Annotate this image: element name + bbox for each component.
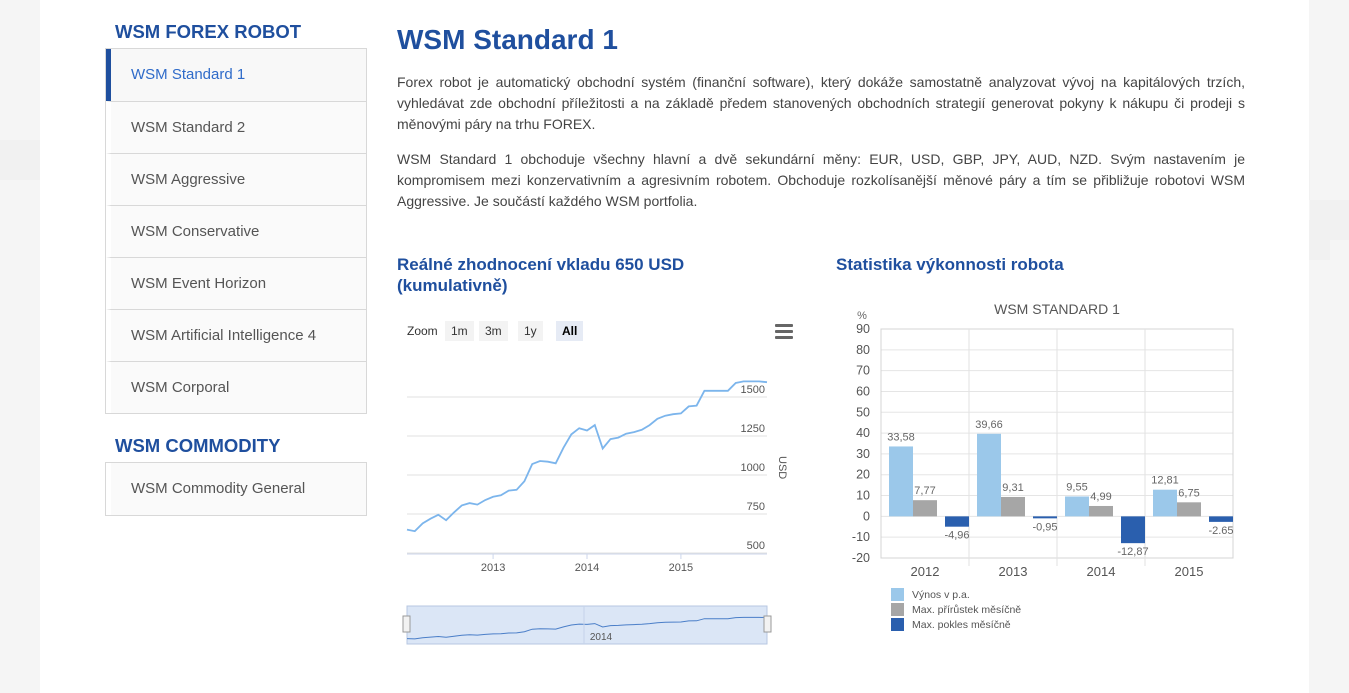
x-tick-label: 2013: [481, 562, 505, 574]
bar-data-label: 9,31: [1002, 482, 1023, 494]
legend-swatch: [891, 603, 904, 616]
y-tick-label: 1000: [741, 462, 765, 474]
main-content: WSM Standard 1 Forex robot je automatick…: [397, 20, 1247, 212]
y-tick-label: 90: [856, 322, 870, 336]
legend-swatch: [891, 618, 904, 631]
cumulative-line-chart: 500 750 1000 1250 1500 USD 2013 2014 2015 2014: [402, 380, 788, 645]
y-tick-label: 500: [747, 540, 765, 552]
x-tick-label: 2013: [999, 564, 1028, 579]
deposit-growth-heading: Reálné zhodnocení vkladu 650 USD (kumula…: [397, 255, 685, 295]
x-tick-label: 2014: [575, 562, 599, 574]
y-axis-unit: %: [857, 310, 867, 322]
stock-chart: Zoom 1m 3m 1y All 500 750 1000 1250 1500 USD 2…: [397, 318, 810, 653]
sidebar-item-wsm-standard-2[interactable]: WSM Standard 2: [106, 101, 366, 153]
bar-data-label: -4,96: [944, 530, 969, 542]
y-tick-label: 50: [856, 405, 870, 419]
bar: [1089, 505, 1113, 517]
sidebar-item-wsm-artificial-intelligence-4[interactable]: WSM Artificial Intelligence 4: [106, 309, 366, 361]
bar: [913, 500, 937, 517]
sidebar-item-wsm-commodity-general[interactable]: WSM Commodity General: [106, 463, 366, 515]
hamburger-icon[interactable]: [775, 324, 793, 340]
y-axis-label: USD: [776, 456, 788, 479]
x-tick-label: 2012: [911, 564, 940, 579]
bar: [1177, 502, 1201, 517]
bar-data-label: -12,87: [1117, 546, 1148, 558]
bar: [945, 516, 969, 527]
x-tick-label: 2015: [1175, 564, 1204, 579]
zoom-1y-button[interactable]: 1y: [518, 321, 543, 341]
bar-data-label: -2.65: [1208, 525, 1233, 537]
bar: [1065, 496, 1089, 517]
bar: [1033, 516, 1057, 519]
bar-data-label: 39,66: [975, 419, 1003, 431]
navigator-series: [406, 616, 768, 640]
description-paragraph-1: Forex robot je automatický obchodní syst…: [397, 74, 1245, 132]
y-tick-label: 1500: [741, 384, 765, 396]
sidebar-item-wsm-standard-1[interactable]: WSM Standard 1: [106, 49, 366, 101]
sidebar-item-wsm-conservative[interactable]: WSM Conservative: [106, 205, 366, 257]
equity-line: [406, 380, 768, 533]
y-tick-label: 750: [747, 501, 765, 513]
chart-title: WSM STANDARD 1: [994, 301, 1120, 317]
performance-bar-chart: WSM STANDARD 1% -20 -10 0 10 20 30 40 50 60 70 80 90…: [836, 295, 1249, 655]
y-tick-label: 0: [863, 509, 870, 523]
bar: [889, 446, 913, 517]
navigator-handle-right: [763, 615, 772, 633]
bar-data-label: 9,55: [1066, 481, 1087, 493]
bar: [1001, 496, 1025, 517]
y-tick-label: 20: [856, 468, 870, 482]
x-tick-label: 2014: [1087, 564, 1116, 579]
sidebar-heading-commodity: WSM COMMODITY: [115, 435, 281, 456]
bar-data-label: 33,58: [887, 431, 915, 443]
y-tick-label: -20: [852, 551, 870, 565]
y-tick-label: 1250: [741, 423, 765, 435]
sidebar: WSM FOREX ROBOT WSM Standard 1 WSM Stand…: [105, 20, 367, 516]
y-tick-label: 60: [856, 384, 870, 398]
legend-label: Max. přírůstek měsíčně: [912, 604, 1021, 616]
forex-robot-list: WSM Standard 1 WSM Standard 2 WSM Aggres…: [105, 48, 367, 414]
y-tick-label: 30: [856, 447, 870, 461]
bar: [1153, 489, 1177, 517]
y-tick-label: 40: [856, 426, 870, 440]
sidebar-item-wsm-event-horizon[interactable]: WSM Event Horizon: [106, 257, 366, 309]
legend-label: Max. pokles měsíčně: [912, 619, 1011, 631]
bar-chart-svg: WSM STANDARD 1% -20 -10 0 10 20 30 40 50 60 70 80 90…: [852, 301, 1234, 631]
bar-data-label: 6,75: [1178, 487, 1199, 499]
zoom-3m-button[interactable]: 3m: [479, 321, 508, 341]
sidebar-item-wsm-corporal[interactable]: WSM Corporal: [106, 361, 366, 413]
sidebar-heading-forex: WSM FOREX ROBOT: [115, 21, 302, 42]
x-tick-label: 2015: [669, 562, 693, 574]
bar: [1121, 516, 1145, 544]
navigator-handle-left: [402, 615, 411, 633]
bar: [1209, 516, 1233, 522]
bar-data-label: 12,81: [1151, 475, 1179, 487]
navigator-year-label: 2014: [590, 632, 613, 643]
bar-data-label: 4,99: [1090, 491, 1111, 503]
description-paragraph-2: WSM Standard 1 obchoduje všechny hlavní …: [397, 151, 1245, 209]
zoom-label: Zoom: [407, 324, 438, 338]
page-title: WSM Standard 1: [397, 24, 618, 55]
legend-label: Výnos v p.a.: [912, 589, 970, 601]
zoom-1m-button[interactable]: 1m: [445, 321, 474, 341]
y-tick-label: 10: [856, 489, 870, 503]
navigator-window: [406, 605, 768, 645]
legend-swatch: [891, 588, 904, 601]
commodity-list: WSM Commodity General: [105, 462, 367, 516]
sidebar-item-wsm-aggressive[interactable]: WSM Aggressive: [106, 153, 366, 205]
y-tick-label: -10: [852, 530, 870, 544]
bar: [977, 433, 1001, 517]
y-tick-label: 80: [856, 343, 870, 357]
bar-data-label: 7,77: [914, 485, 935, 497]
y-tick-label: 70: [856, 364, 870, 378]
zoom-all-button[interactable]: All: [556, 321, 584, 341]
bar-data-label: -0,95: [1032, 521, 1057, 533]
robot-statistics-heading: Statistika výkonnosti robota: [836, 255, 1064, 274]
